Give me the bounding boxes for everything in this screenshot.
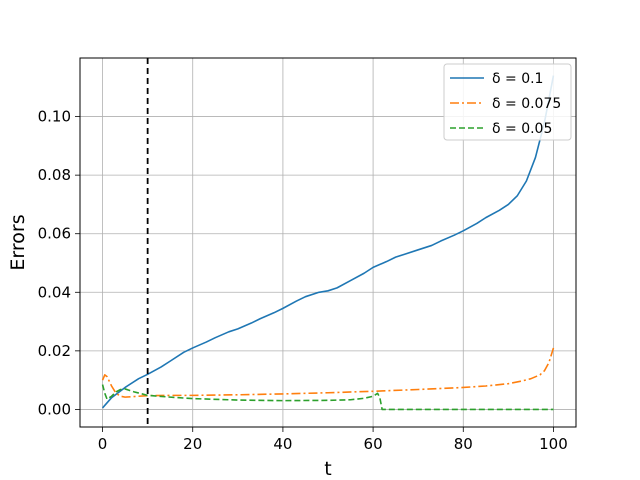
grid bbox=[80, 58, 576, 427]
y-tick-label: 0.10 bbox=[38, 108, 71, 126]
y-tick-label: 0.02 bbox=[38, 342, 71, 360]
y-tick-label: 0.04 bbox=[38, 283, 71, 301]
x-tick-label: 60 bbox=[364, 435, 383, 453]
series-layer bbox=[101, 58, 555, 427]
series-line-3 bbox=[101, 384, 554, 411]
series-line-2 bbox=[101, 347, 555, 398]
x-axis-label: t bbox=[324, 458, 331, 480]
y-axis-label: Errors bbox=[7, 214, 29, 270]
x-tick-label: 40 bbox=[273, 435, 292, 453]
y-tick-label: 0.06 bbox=[38, 225, 71, 243]
x-tick-label: 100 bbox=[539, 435, 568, 453]
x-tick-label: 80 bbox=[454, 435, 473, 453]
legend-label-2: δ = 0.075 bbox=[492, 96, 561, 112]
plot-frame bbox=[79, 57, 577, 428]
legend-box bbox=[443, 63, 572, 141]
legend-label-3: δ = 0.05 bbox=[492, 121, 552, 137]
y-tick-label: 0.08 bbox=[38, 166, 71, 184]
x-tick-label: 0 bbox=[98, 435, 108, 453]
x-tick-label: 20 bbox=[183, 435, 202, 453]
series-line-1 bbox=[101, 75, 555, 409]
legend: δ = 0.1 δ = 0.075 δ = 0.05 bbox=[443, 63, 572, 141]
tick-layer: 0 20 40 60 80 100 0.00 0.02 0.04 0.06 0.08 0.10 bbox=[38, 108, 568, 453]
legend-label-1: δ = 0.1 bbox=[492, 71, 543, 87]
y-tick-label: 0.00 bbox=[38, 400, 71, 418]
